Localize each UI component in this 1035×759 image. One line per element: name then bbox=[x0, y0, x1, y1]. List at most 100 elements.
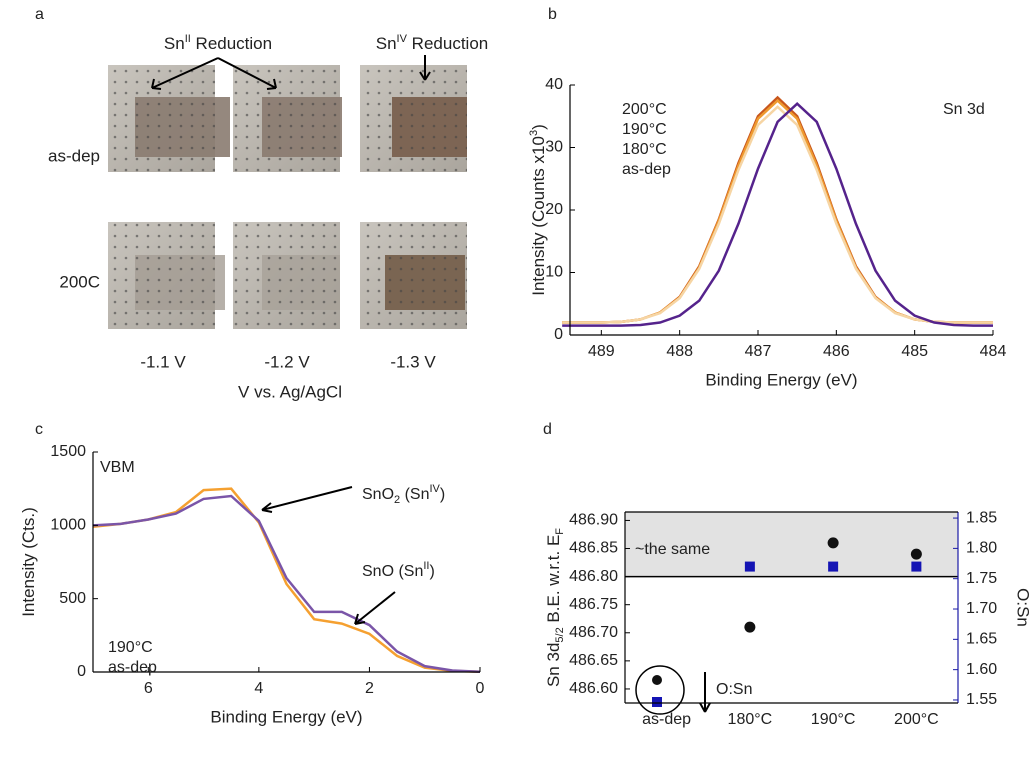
y-tick-label: 10 bbox=[545, 264, 563, 281]
text-part: B.E. w.r.t. E bbox=[544, 535, 563, 628]
x-tick-label: as-dep bbox=[642, 711, 691, 728]
y-tick-label: 486.90 bbox=[569, 512, 618, 529]
photos bbox=[108, 65, 467, 329]
data-line bbox=[562, 102, 993, 327]
callout-arrow bbox=[354, 591, 396, 625]
legend-text: O:Sn bbox=[716, 681, 752, 698]
y2-tick-label: 1.80 bbox=[966, 540, 997, 557]
y-tick-label: 40 bbox=[545, 76, 563, 93]
y-axis-title: Intensity (Counts x103) bbox=[528, 124, 549, 296]
arrow bbox=[151, 57, 277, 89]
x-axis-title: Binding Energy (eV) bbox=[705, 370, 857, 389]
arrow bbox=[419, 55, 431, 81]
y-tick-label: 486.60 bbox=[569, 680, 618, 697]
photo-dots bbox=[233, 222, 340, 329]
y-axis-title: Sn 3d5/2 B.E. w.r.t. EF bbox=[544, 528, 565, 687]
y-tick-label: 486.85 bbox=[569, 540, 618, 557]
photo-dots bbox=[360, 222, 467, 329]
x-tick-label: 190°C bbox=[811, 711, 856, 728]
y-tick-label: 1000 bbox=[50, 517, 86, 534]
row-label: 200C bbox=[59, 272, 100, 291]
panel-label: d bbox=[543, 421, 552, 438]
x-axis-title: Binding Energy (eV) bbox=[210, 707, 362, 726]
text-part: ) bbox=[529, 124, 548, 130]
x-tick-label: 485 bbox=[901, 343, 928, 360]
legend-arrow bbox=[699, 672, 711, 713]
axis-title: V vs. Ag/AgCl bbox=[238, 382, 342, 401]
y2-axis-title: O:Sn bbox=[1014, 588, 1033, 627]
legend-ring bbox=[635, 665, 685, 715]
text-part: SnO (Sn bbox=[362, 563, 423, 580]
x-tick-label: 488 bbox=[666, 343, 693, 360]
legend-marker bbox=[652, 675, 662, 685]
legend-text: as-dep bbox=[108, 659, 157, 676]
marker bbox=[911, 561, 922, 572]
legend-marker bbox=[652, 697, 662, 707]
callout: SnO (SnII) bbox=[362, 560, 435, 580]
y-tick-label: 500 bbox=[59, 590, 86, 607]
legend-text: 190°C bbox=[622, 121, 667, 138]
text-part: Sn bbox=[164, 34, 185, 53]
y-tick-label: 486.65 bbox=[569, 652, 618, 669]
y-axis-title: Intensity (Cts.) bbox=[19, 507, 38, 617]
photo-dots bbox=[108, 65, 215, 172]
text-part: Reduction bbox=[191, 34, 272, 53]
text-part: 2 bbox=[394, 494, 400, 506]
text-part: SnO bbox=[362, 486, 394, 503]
y-tick-label: 30 bbox=[545, 139, 563, 156]
panel-label: a bbox=[35, 6, 44, 23]
y2-tick-label: 1.60 bbox=[966, 661, 997, 678]
marker bbox=[744, 561, 755, 572]
column-label: -1.1 V bbox=[140, 352, 186, 371]
x-tick-label: 180°C bbox=[728, 711, 773, 728]
x-tick-label: 489 bbox=[588, 343, 615, 360]
text-part: II bbox=[423, 560, 429, 572]
photo-dots bbox=[108, 222, 215, 329]
data-line bbox=[92, 494, 481, 673]
y-tick-label: 0 bbox=[77, 663, 86, 680]
y2-tick-label: 1.85 bbox=[966, 509, 997, 526]
text-part: 3 bbox=[528, 130, 540, 136]
x-tick-label: 6 bbox=[144, 680, 153, 697]
annotation: VBM bbox=[100, 459, 135, 476]
x-tick-label: 4 bbox=[254, 680, 263, 697]
legend-text: 190°C bbox=[108, 639, 153, 656]
column-label: -1.2 V bbox=[264, 352, 310, 371]
x-tick-label: 2 bbox=[365, 680, 374, 697]
callout: SnO2 (SnIV) bbox=[362, 483, 445, 506]
x-tick-label: 487 bbox=[745, 343, 772, 360]
marker bbox=[744, 621, 756, 633]
arrows bbox=[151, 55, 431, 90]
text-part: ) bbox=[429, 563, 434, 580]
y2-tick-label: 1.65 bbox=[966, 631, 997, 648]
text-part: Sn bbox=[376, 34, 397, 53]
y2-tick-label: 1.55 bbox=[966, 691, 997, 708]
legend-text: 180°C bbox=[622, 141, 667, 158]
text-part: F bbox=[554, 528, 566, 535]
y2-tick-label: 1.75 bbox=[966, 570, 997, 587]
y-tick-label: 1500 bbox=[50, 443, 86, 460]
text-part: Sn 3d bbox=[544, 643, 563, 687]
shade-text: ~the same bbox=[635, 541, 710, 558]
header: SnII Reduction bbox=[164, 33, 272, 54]
photo-dots bbox=[233, 65, 340, 172]
text-part: IV bbox=[429, 483, 440, 495]
x-tick-label: 486 bbox=[823, 343, 850, 360]
x-tick-label: 200°C bbox=[894, 711, 939, 728]
text-part: Reduction bbox=[407, 34, 488, 53]
callout-arrow bbox=[261, 486, 353, 513]
arrow-head bbox=[151, 78, 277, 90]
text-part: 5/2 bbox=[554, 627, 566, 642]
panel-label: b bbox=[548, 6, 557, 23]
panel-label: c bbox=[35, 421, 43, 438]
x-tick-label: 484 bbox=[980, 343, 1007, 360]
photo-dots bbox=[360, 65, 467, 172]
x-tick-label: 0 bbox=[476, 680, 485, 697]
y-tick-label: 0 bbox=[554, 326, 563, 343]
column-label: -1.3 V bbox=[390, 352, 436, 371]
legend-text: as-dep bbox=[622, 161, 671, 178]
text-part: Intensity (Cts.) bbox=[19, 507, 38, 617]
